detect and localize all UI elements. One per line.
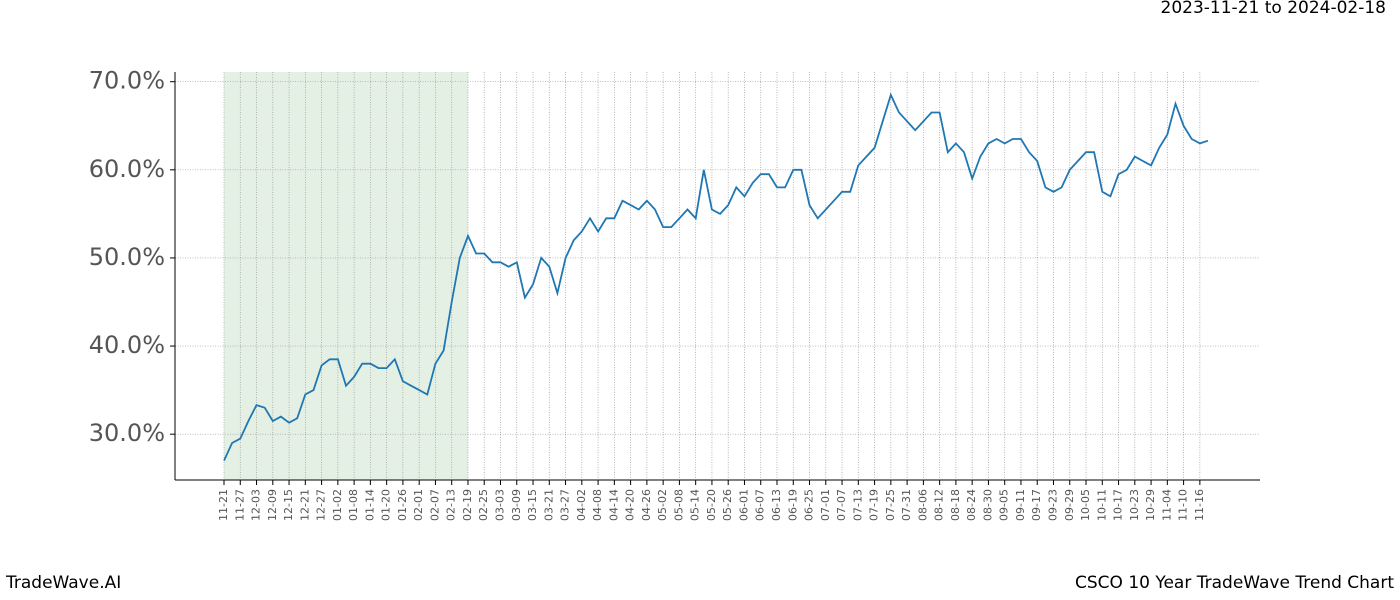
x-tick-label: 11-04 [1160,489,1173,521]
x-tick-label: 01-14 [363,489,376,521]
x-tick-label: 08-18 [949,489,962,521]
x-tick-label: 02-07 [428,489,441,521]
x-tick-label: 06-07 [754,489,767,521]
y-tick-label: 50.0% [89,243,165,271]
x-tick-label: 02-25 [477,489,490,521]
y-tick-label: 30.0% [89,419,165,447]
x-tick-label: 04-14 [607,489,620,521]
brand: TradeWave.AI [5,573,121,593]
x-tick-label: 10-05 [1079,489,1092,521]
x-tick-label: 12-15 [282,489,295,521]
x-tick-label: 11-10 [1177,489,1190,521]
x-tick-label: 06-25 [803,489,816,521]
x-tick-label: 12-03 [250,489,263,521]
x-tick-label: 11-21 [217,489,230,521]
x-tick-label: 05-08 [672,489,685,521]
x-tick-label: 09-23 [1046,489,1059,521]
y-tick-label: 70.0% [89,67,165,95]
x-tick-label: 01-08 [347,489,360,521]
x-tick-label: 11-27 [233,489,246,521]
trend-line [223,92,1209,461]
x-tick-label: 07-01 [819,489,832,521]
x-tick-label: 05-02 [656,489,669,521]
x-tick-label: 02-13 [445,489,458,521]
x-tick-label: 01-20 [380,489,393,521]
date-range: 2023-11-21 to 2024-02-18 [1161,0,1386,18]
x-tick-label: 07-07 [835,489,848,521]
x-tick-label: 01-02 [331,489,344,521]
x-tick-label: 09-11 [1014,489,1027,521]
x-tick-label: 04-26 [640,489,653,521]
x-tick-label: 09-29 [1063,489,1076,521]
y-tick-label: 60.0% [89,155,165,183]
x-tick-label: 02-01 [412,489,425,521]
x-tick-label: 03-09 [510,489,523,521]
x-tick-label: 12-09 [266,489,279,521]
x-tick-label: 04-20 [624,489,637,521]
x-tick-label: 07-13 [851,489,864,521]
highlight-region [224,72,468,480]
x-tick-label: 12-27 [315,489,328,521]
x-tick-label: 06-01 [737,489,750,521]
x-tick-label: 03-03 [493,489,506,521]
x-tick-label: 09-05 [998,489,1011,521]
x-tick-label: 06-19 [786,489,799,521]
x-tick-label: 10-23 [1128,489,1141,521]
x-tick-label: 07-25 [884,489,897,521]
x-tick-label: 10-17 [1112,489,1125,521]
x-tick-label: 08-12 [933,489,946,521]
x-tick-label: 08-06 [916,489,929,521]
x-tick-label: 06-13 [770,489,783,521]
x-tick-label: 08-30 [981,489,994,521]
chart-title: CSCO 10 Year TradeWave Trend Chart [1075,573,1394,593]
x-tick-label: 03-15 [526,489,539,521]
x-tick-label: 05-20 [705,489,718,521]
x-tick-label: 04-08 [591,489,604,521]
x-tick-label: 11-16 [1193,489,1206,521]
x-tick-label: 10-11 [1095,489,1108,521]
x-tick-label: 02-19 [461,489,474,521]
x-tick-label: 09-17 [1030,489,1043,521]
x-tick-label: 08-24 [965,489,978,521]
x-tick-label: 05-14 [689,489,702,521]
x-tick-label: 07-19 [868,489,881,521]
x-tick-label: 04-02 [575,489,588,521]
x-tick-label: 01-26 [396,489,409,521]
y-tick-label: 40.0% [89,331,165,359]
x-tick-label: 10-29 [1144,489,1157,521]
x-tick-label: 12-21 [298,489,311,521]
x-tick-label: 05-26 [721,489,734,521]
x-tick-label: 03-27 [559,489,572,521]
x-tick-label: 03-21 [542,489,555,521]
x-tick-label: 07-31 [900,489,913,521]
